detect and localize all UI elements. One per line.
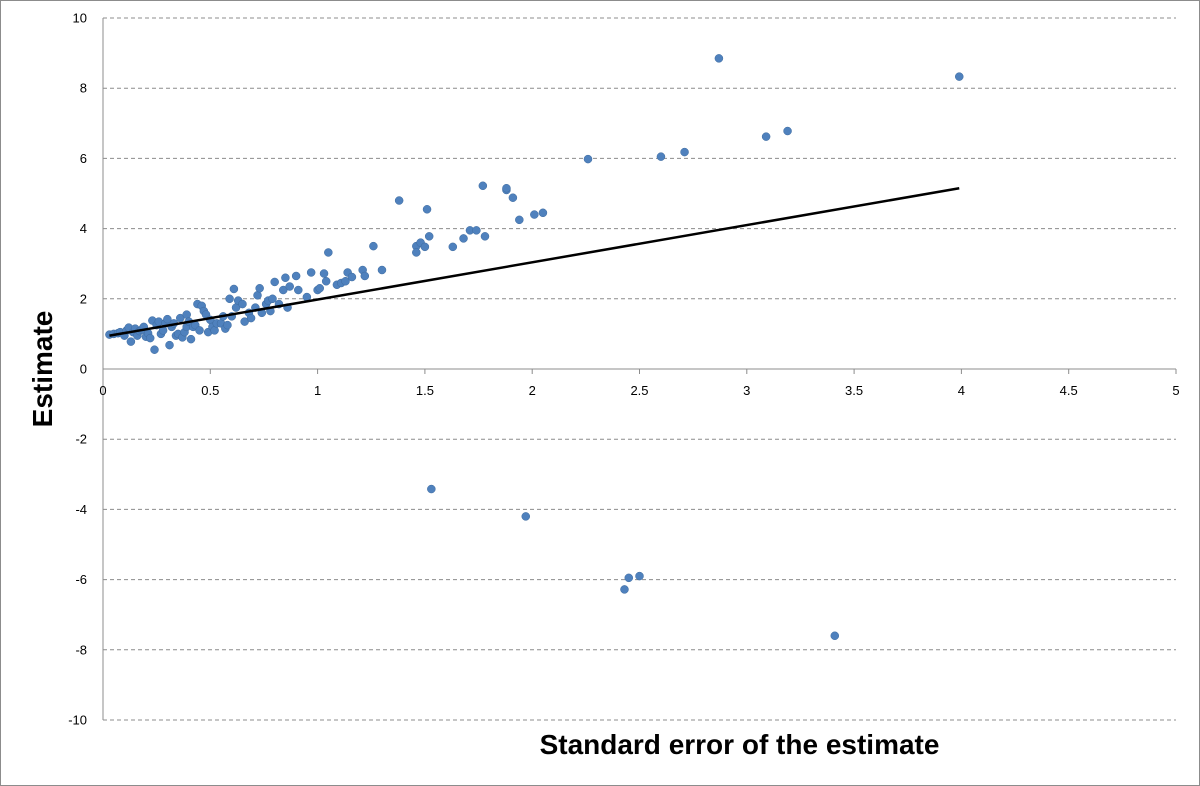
data-point bbox=[238, 299, 247, 309]
x-tick-label: 0.5 bbox=[201, 383, 219, 398]
data-point bbox=[448, 242, 458, 252]
data-point bbox=[583, 154, 593, 164]
x-tick-label: 2 bbox=[529, 383, 536, 398]
data-point bbox=[624, 573, 634, 583]
x-tick-label: 1 bbox=[314, 383, 321, 398]
data-point bbox=[321, 277, 331, 286]
x-tick-label: 3 bbox=[743, 383, 750, 398]
data-point bbox=[508, 193, 518, 202]
y-tick-labels: 10 8 6 4 2 0 -2 -4 -6 -8 -10 bbox=[68, 11, 87, 728]
data-point bbox=[635, 571, 644, 581]
data-point bbox=[478, 181, 488, 191]
data-point bbox=[620, 585, 629, 594]
data-point bbox=[656, 152, 666, 161]
gridlines bbox=[103, 17, 1176, 721]
x-tick-label: 2.5 bbox=[630, 383, 648, 398]
y-tick-label: 10 bbox=[73, 11, 87, 26]
data-points bbox=[105, 54, 964, 641]
data-point bbox=[394, 196, 404, 205]
y-tick-label: 4 bbox=[80, 221, 87, 236]
data-point bbox=[281, 273, 290, 282]
data-point bbox=[680, 147, 689, 157]
data-point bbox=[268, 294, 277, 304]
data-point bbox=[291, 271, 301, 281]
data-point bbox=[315, 284, 324, 293]
data-point bbox=[306, 268, 316, 277]
data-point bbox=[165, 340, 174, 350]
y-tick-label: 8 bbox=[80, 81, 87, 96]
data-point bbox=[412, 248, 421, 257]
y-tick-label: -2 bbox=[75, 432, 87, 447]
data-point bbox=[246, 313, 256, 323]
x-tick-labels: 0 0.5 1 1.5 2 2.5 3 3.5 4 4.5 5 bbox=[99, 369, 1180, 398]
data-point bbox=[459, 234, 468, 243]
data-point bbox=[424, 232, 434, 241]
y-tick-label: -6 bbox=[75, 572, 87, 587]
data-point bbox=[150, 345, 159, 354]
data-point bbox=[360, 271, 370, 281]
data-point bbox=[830, 631, 840, 641]
data-point bbox=[229, 284, 239, 294]
x-axis-title: Standard error of the estimate bbox=[540, 729, 940, 760]
data-point bbox=[195, 326, 204, 335]
data-point bbox=[225, 294, 234, 304]
y-tick-label: -10 bbox=[68, 713, 87, 728]
data-point bbox=[126, 337, 136, 346]
y-tick-label: 2 bbox=[80, 291, 87, 306]
data-point bbox=[319, 269, 329, 278]
data-point bbox=[521, 512, 531, 521]
x-tick-label: 1.5 bbox=[416, 383, 434, 398]
data-point bbox=[480, 232, 490, 241]
data-point bbox=[502, 183, 511, 193]
x-tick-label: 5 bbox=[1172, 383, 1179, 398]
data-point bbox=[163, 314, 172, 324]
data-point bbox=[427, 484, 436, 494]
data-point bbox=[783, 126, 792, 136]
trend-line bbox=[109, 187, 960, 337]
data-point bbox=[515, 215, 524, 225]
data-point bbox=[255, 284, 264, 293]
y-tick-label: 6 bbox=[80, 151, 87, 166]
data-point bbox=[420, 242, 430, 252]
data-point bbox=[294, 285, 303, 295]
data-point bbox=[714, 54, 724, 63]
data-point bbox=[285, 282, 294, 291]
data-point bbox=[223, 320, 232, 330]
y-tick-label: -4 bbox=[75, 502, 87, 517]
x-tick-label: 4.5 bbox=[1060, 383, 1078, 398]
data-point bbox=[240, 317, 249, 326]
data-point bbox=[186, 334, 196, 344]
data-point bbox=[530, 210, 539, 219]
data-point bbox=[210, 326, 219, 335]
data-point bbox=[472, 226, 481, 235]
data-point bbox=[324, 248, 333, 257]
data-point bbox=[182, 310, 191, 319]
data-point bbox=[270, 277, 279, 287]
data-point bbox=[422, 205, 432, 214]
data-point bbox=[369, 241, 378, 251]
x-tick-label: 0 bbox=[99, 383, 106, 398]
data-point bbox=[253, 291, 262, 300]
y-axis-title: Estimate bbox=[27, 311, 58, 428]
data-point bbox=[377, 265, 387, 275]
data-point bbox=[347, 272, 357, 282]
y-tick-label: -8 bbox=[75, 642, 87, 657]
x-tick-label: 4 bbox=[958, 383, 965, 398]
data-point bbox=[279, 285, 288, 295]
y-tick-label: 0 bbox=[80, 362, 87, 377]
data-point bbox=[538, 208, 548, 218]
data-point bbox=[341, 277, 350, 286]
data-point bbox=[955, 72, 964, 81]
x-tick-label: 3.5 bbox=[845, 383, 863, 398]
data-point bbox=[145, 333, 155, 343]
data-point bbox=[761, 132, 771, 141]
